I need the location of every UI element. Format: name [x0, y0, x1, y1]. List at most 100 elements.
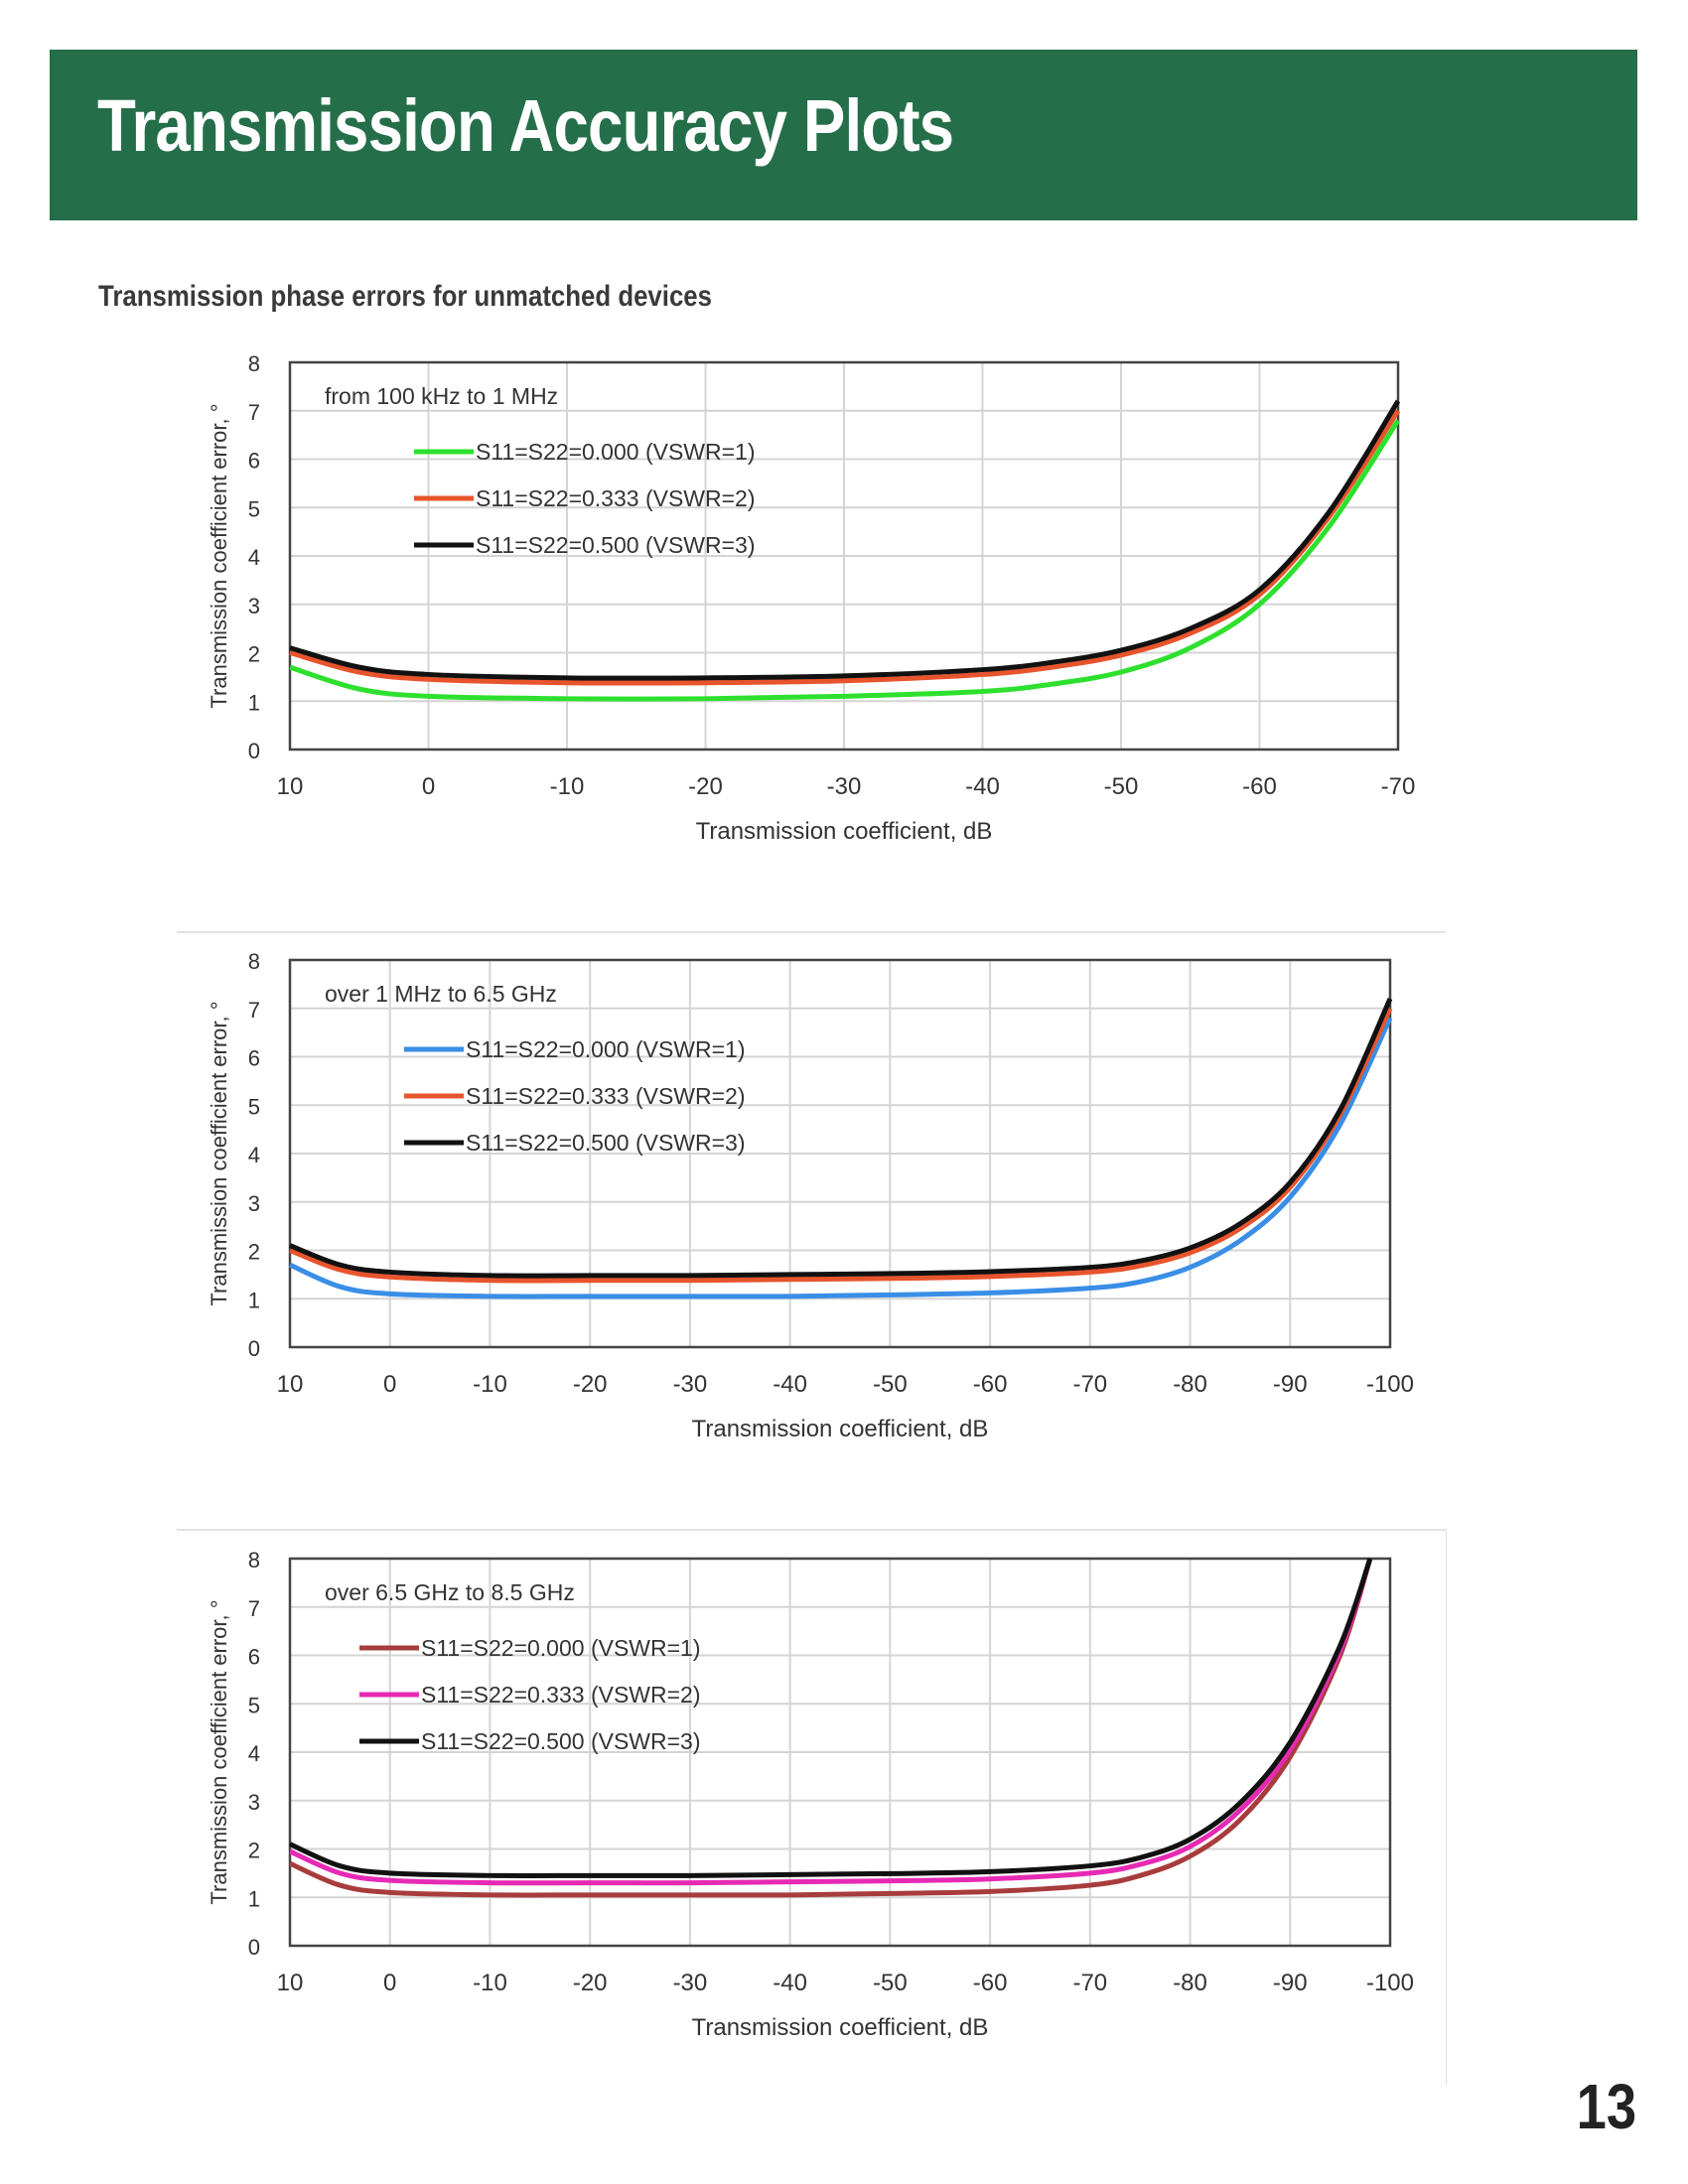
- y-tick-label: 0: [248, 739, 260, 763]
- x-tick-label: -30: [673, 1371, 708, 1398]
- y-tick-label: 6: [248, 1046, 260, 1071]
- x-tick-label: -60: [1242, 773, 1277, 800]
- section-subtitle: Transmission phase errors for unmatched …: [98, 280, 712, 313]
- series-line-2: [288, 1558, 1373, 1886]
- series-line-2: [289, 1007, 1393, 1284]
- y-axis-label: Transmission coefficient error, °: [207, 403, 231, 708]
- y-tick-label: 3: [248, 1191, 260, 1216]
- x-tick-label: 10: [277, 1371, 304, 1398]
- chart-annotation: over 6.5 GHz to 8.5 GHz: [325, 1579, 575, 1605]
- divider-1: [177, 931, 1446, 933]
- x-tick-label: -100: [1366, 1371, 1414, 1398]
- y-tick-label: 4: [248, 545, 260, 570]
- x-tick-label: -40: [773, 1970, 807, 1996]
- y-tick-label: 0: [248, 1935, 260, 1960]
- series-line-2: [289, 409, 1401, 686]
- legend-label: S11=S22=0.500 (VSWR=3): [476, 532, 756, 558]
- y-tick-label: 2: [248, 1839, 260, 1863]
- y-tick-label: 1: [248, 690, 260, 715]
- x-tick-label: -20: [688, 773, 723, 800]
- y-tick-label: 5: [248, 496, 260, 521]
- y-tick-label: 3: [248, 1790, 260, 1815]
- x-tick-label: -90: [1273, 1970, 1308, 1996]
- x-tick-label: -70: [1072, 1371, 1107, 1398]
- y-tick-label: 2: [248, 1240, 260, 1265]
- series-line-1: [288, 1558, 1373, 1898]
- legend-label: S11=S22=0.333 (VSWR=2): [466, 1083, 746, 1109]
- x-tick-label: 0: [383, 1371, 396, 1398]
- y-axis-label: Transmission coefficient error, °: [207, 1001, 231, 1305]
- y-tick-label: 8: [248, 351, 260, 376]
- y-tick-label: 7: [248, 400, 260, 425]
- y-tick-label: 7: [248, 1596, 260, 1621]
- y-axis-label: Transmission coefficient error, °: [207, 1599, 231, 1904]
- x-tick-label: -40: [965, 773, 1000, 800]
- x-tick-label: -100: [1366, 1970, 1414, 1996]
- series-line-1: [289, 419, 1401, 702]
- x-tick-label: -80: [1173, 1371, 1207, 1398]
- y-tick-label: 3: [248, 594, 260, 618]
- chart-panel-2: 0 1 2 3 4 5 6 7 8 10 0 -10 -20 -30 -40 -50 -60 -70 -80 -90 -…: [207, 949, 1414, 1442]
- x-tick-label: -90: [1273, 1371, 1308, 1398]
- y-tick-label: 1: [248, 1288, 260, 1312]
- chart-panel-3: 0 1 2 3 4 5 6 7 8 10 0 -10 -20 -30 -40 -50 -60 -70 -80 -90 -…: [207, 1548, 1414, 2041]
- x-axis-label: Transmission coefficient, dB: [692, 1416, 989, 1442]
- series-line-3: [289, 997, 1393, 1279]
- page-number: 13: [1576, 2071, 1636, 2142]
- x-tick-label: -30: [827, 773, 862, 800]
- x-tick-label: -20: [573, 1371, 608, 1398]
- y-tick-label: 6: [248, 449, 260, 474]
- x-tick-label: 0: [383, 1970, 396, 1996]
- y-tick-label: 7: [248, 998, 260, 1023]
- x-axis-label: Transmission coefficient, dB: [692, 2014, 989, 2041]
- x-tick-label: -10: [473, 1371, 507, 1398]
- x-tick-label: -30: [673, 1970, 708, 1996]
- y-tick-label: 8: [248, 1548, 260, 1572]
- x-tick-label: -60: [973, 1371, 1008, 1398]
- chart-annotation: over 1 MHz to 6.5 GHz: [325, 981, 557, 1007]
- plot-frame: [288, 360, 1400, 751]
- legend-label: S11=S22=0.500 (VSWR=3): [421, 1728, 701, 1754]
- x-tick-label: 10: [277, 1970, 304, 1996]
- y-tick-label: 8: [248, 949, 260, 974]
- header-bar: Transmission Accuracy Plots: [50, 50, 1637, 220]
- x-axis-label: Transmission coefficient, dB: [696, 818, 993, 845]
- y-tick-label: 4: [248, 1143, 260, 1167]
- x-tick-label: -70: [1381, 773, 1416, 800]
- x-tick-label: -10: [550, 773, 585, 800]
- x-tick-label: -40: [773, 1371, 807, 1398]
- y-tick-label: 0: [248, 1336, 260, 1361]
- legend-label: S11=S22=0.500 (VSWR=3): [466, 1130, 746, 1156]
- legend-label: S11=S22=0.000 (VSWR=1): [466, 1036, 746, 1062]
- y-tick-label: 1: [248, 1886, 260, 1911]
- x-tick-label: -10: [473, 1970, 507, 1996]
- legend-label: S11=S22=0.333 (VSWR=2): [421, 1682, 701, 1707]
- x-tick-label: 10: [277, 773, 304, 800]
- plot-frame: [288, 958, 1392, 1349]
- x-tick-label: -50: [1104, 773, 1139, 800]
- y-tick-label: 4: [248, 1741, 260, 1766]
- x-tick-label: -60: [973, 1970, 1008, 1996]
- legend-label: S11=S22=0.333 (VSWR=2): [476, 485, 756, 511]
- plot-frame: [288, 1557, 1392, 1948]
- series-line-3: [289, 399, 1401, 681]
- series-line-3: [288, 1558, 1373, 1878]
- x-tick-label: -70: [1072, 1970, 1107, 1996]
- divider-2: [177, 1529, 1446, 1531]
- divider-vertical: [1446, 1529, 1447, 2085]
- chart-annotation: from 100 kHz to 1 MHz: [325, 383, 558, 409]
- legend-label: S11=S22=0.000 (VSWR=1): [421, 1635, 701, 1661]
- x-tick-label: -50: [873, 1970, 908, 1996]
- y-tick-label: 2: [248, 642, 260, 667]
- page-title: Transmission Accuracy Plots: [97, 84, 954, 167]
- chart-panel-1: 0 1 2 3 4 5 6 7 8 10 0 -10 -20 -30 -40 -50 -60 -70 from 10…: [207, 351, 1416, 845]
- y-tick-label: 5: [248, 1094, 260, 1119]
- x-tick-label: -50: [873, 1371, 908, 1398]
- y-tick-label: 5: [248, 1693, 260, 1717]
- series-line-1: [288, 1017, 1393, 1299]
- x-tick-label: -80: [1173, 1970, 1207, 1996]
- y-tick-label: 6: [248, 1645, 260, 1670]
- x-tick-label: 0: [422, 773, 435, 800]
- x-tick-label: -20: [573, 1970, 608, 1996]
- legend-label: S11=S22=0.000 (VSWR=1): [476, 439, 756, 465]
